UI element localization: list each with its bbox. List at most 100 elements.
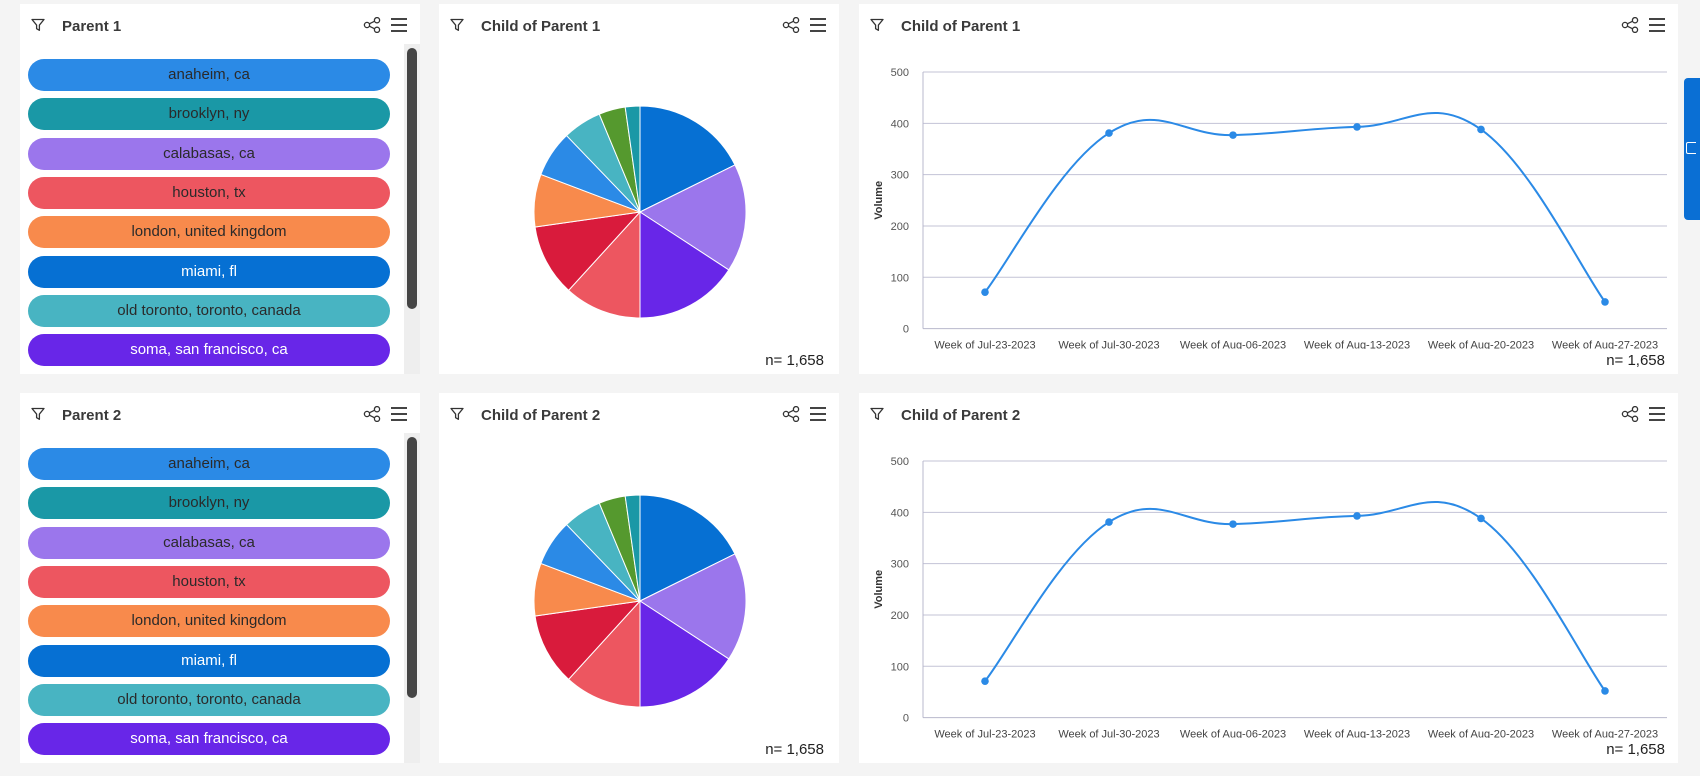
pie-slice[interactable] <box>624 105 641 213</box>
data-point[interactable] <box>1477 514 1485 523</box>
filter-icon[interactable] <box>449 406 465 422</box>
list-item[interactable]: brooklyn, ny <box>28 98 390 131</box>
filter-icon[interactable] <box>30 406 46 422</box>
share-icon[interactable] <box>782 406 800 422</box>
list-item[interactable]: calabasas, ca <box>28 137 390 170</box>
x-tick-label: Week of Aug-27-2023 <box>1552 729 1658 738</box>
pie-slice[interactable] <box>639 494 736 602</box>
y-tick-label: 500 <box>891 456 909 468</box>
pie-slice[interactable] <box>624 494 641 602</box>
list-item[interactable]: old toronto, toronto, canada <box>28 294 390 327</box>
x-tick-label: Week of Jul-23-2023 <box>934 729 1035 738</box>
x-tick-label: Week of Jul-30-2023 <box>1058 340 1159 349</box>
pie-chart <box>533 494 747 708</box>
y-tick-label: 400 <box>891 507 909 519</box>
share-icon[interactable] <box>782 17 800 33</box>
filter-icon[interactable] <box>449 17 465 33</box>
sample-size: n= 1,658 <box>1606 741 1665 758</box>
list-item[interactable]: houston, tx <box>28 176 390 209</box>
x-tick-label: Week of Aug-06-2023 <box>1180 729 1286 738</box>
share-icon[interactable] <box>363 406 381 422</box>
widget-title: Child of Parent 2 <box>901 407 1021 424</box>
pie-slice[interactable] <box>534 600 642 681</box>
list-item[interactable]: anaheim, ca <box>28 59 390 91</box>
list-item[interactable]: houston, tx <box>28 565 390 598</box>
widget-title: Parent 2 <box>62 407 122 424</box>
list-item[interactable]: brooklyn, ny <box>28 487 390 520</box>
list-item[interactable]: soma, san francisco, ca <box>28 334 390 367</box>
list-item[interactable]: calabasas, ca <box>28 526 390 559</box>
side-panel-tab[interactable] <box>1684 78 1700 220</box>
filter-icon[interactable] <box>869 17 885 33</box>
data-point[interactable] <box>1105 518 1113 526</box>
menu-icon[interactable] <box>1649 407 1665 421</box>
menu-icon[interactable] <box>391 18 407 32</box>
pie-slice[interactable] <box>639 211 730 319</box>
pie-slice[interactable] <box>567 599 641 708</box>
data-point[interactable] <box>1353 123 1361 131</box>
data-point[interactable] <box>1229 520 1237 528</box>
y-axis-label: Volume <box>873 181 885 220</box>
list-item[interactable]: london, united kingdom <box>28 605 390 638</box>
list-item[interactable]: london, united kingdom <box>28 216 390 249</box>
y-axis-label: Volume <box>873 570 885 609</box>
filter-icon[interactable] <box>869 406 885 422</box>
menu-icon[interactable] <box>810 18 826 32</box>
line-chart: 0 100 200 300 400 500 Volume Week of Jul-23-202… <box>873 456 1667 738</box>
menu-icon[interactable] <box>810 407 826 421</box>
share-icon[interactable] <box>1621 17 1639 33</box>
list-item[interactable]: miami, fl <box>28 255 390 288</box>
series-line <box>984 112 1606 303</box>
y-tick-label: 200 <box>891 610 909 622</box>
list-item[interactable]: soma, san francisco, ca <box>28 723 390 756</box>
list-item[interactable]: old toronto, toronto, canada <box>28 683 390 716</box>
data-point[interactable] <box>1105 129 1113 137</box>
data-point[interactable] <box>981 677 989 685</box>
x-tick-label: Week of Jul-30-2023 <box>1058 729 1159 738</box>
sample-size: n= 1,658 <box>1606 352 1665 369</box>
widget-header: Parent 1 <box>20 4 420 44</box>
pie-slice[interactable] <box>639 105 736 213</box>
widget-header: Child of Parent 2 <box>859 393 1678 433</box>
y-tick-label: 0 <box>903 713 909 725</box>
data-point[interactable] <box>1353 512 1361 520</box>
data-point[interactable] <box>1601 298 1609 306</box>
pie-slice[interactable] <box>534 211 642 292</box>
list-item[interactable]: anaheim, ca <box>28 448 390 480</box>
scrollbar-thumb[interactable] <box>407 437 417 698</box>
filter-list-widget: Parent 2 anaheim, ca brooklyn, ny calabasa… <box>20 393 420 763</box>
widget-header: Parent 2 <box>20 393 420 433</box>
y-tick-label: 200 <box>891 221 909 233</box>
filter-icon[interactable] <box>30 17 46 33</box>
data-point[interactable] <box>1477 125 1485 134</box>
x-tick-label: Week of Aug-06-2023 <box>1180 340 1286 349</box>
scrollbar[interactable] <box>404 44 420 374</box>
pie-slice[interactable] <box>638 164 747 271</box>
widget-title: Child of Parent 2 <box>481 407 601 424</box>
data-point[interactable] <box>1229 131 1237 139</box>
x-tick-label: Week of Aug-20-2023 <box>1428 729 1534 738</box>
menu-icon[interactable] <box>391 407 407 421</box>
pie-slice[interactable] <box>567 210 641 319</box>
data-point[interactable] <box>981 288 989 296</box>
menu-icon[interactable] <box>1649 18 1665 32</box>
pie-slice[interactable] <box>639 600 730 708</box>
pie-slice[interactable] <box>638 553 747 660</box>
widget-title: Child of Parent 1 <box>901 18 1021 35</box>
y-tick-label: 500 <box>891 67 909 79</box>
x-tick-label: Week of Aug-27-2023 <box>1552 340 1658 349</box>
scrollbar-thumb[interactable] <box>407 48 417 309</box>
widget-title: Parent 1 <box>62 18 122 35</box>
share-icon[interactable] <box>1621 406 1639 422</box>
scrollbar[interactable] <box>404 433 420 763</box>
line-chart: 0 100 200 300 400 500 Volume Week of Jul-23-202… <box>873 67 1667 349</box>
y-tick-label: 400 <box>891 118 909 130</box>
widget-title: Child of Parent 1 <box>481 18 601 35</box>
line-chart-widget: Child of Parent 2 0 100 200 300 400 500 Volume… <box>859 393 1678 763</box>
x-tick-label: Week of Aug-13-2023 <box>1304 729 1410 738</box>
list-item[interactable]: miami, fl <box>28 644 390 677</box>
y-tick-label: 300 <box>891 559 909 571</box>
data-point[interactable] <box>1601 687 1609 695</box>
share-icon[interactable] <box>363 17 381 33</box>
sample-size: n= 1,658 <box>765 741 824 758</box>
